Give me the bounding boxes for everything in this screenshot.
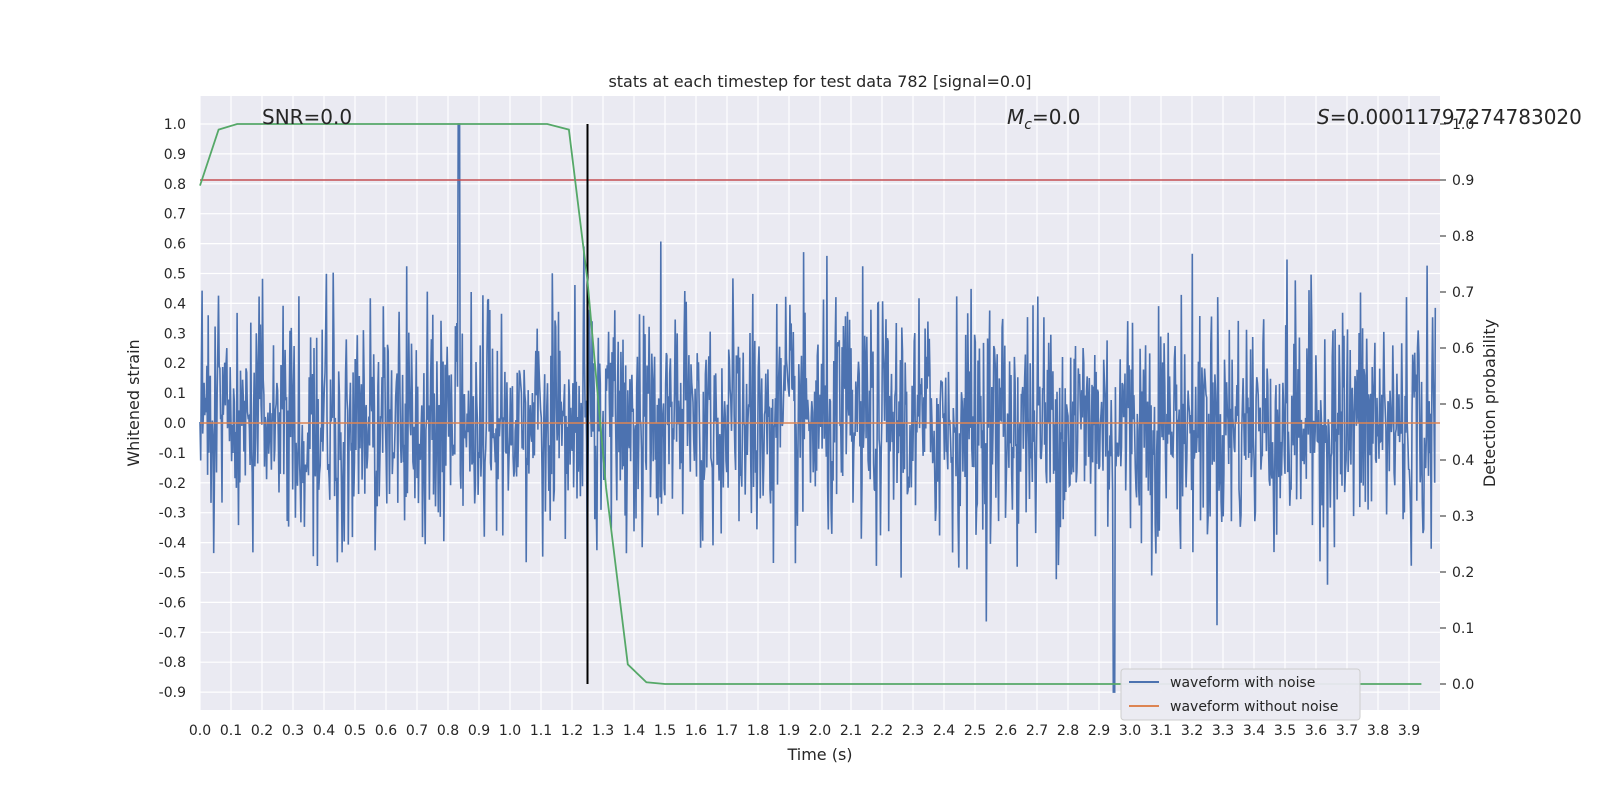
legend-box xyxy=(1120,668,1361,721)
y-right-tick-label: 0.5 xyxy=(1452,397,1474,413)
y-right-tick-label: 0.4 xyxy=(1452,453,1474,469)
plot-area xyxy=(199,123,1440,693)
y-tick-label: -0.9 xyxy=(159,685,186,701)
y-tick-label: -0.1 xyxy=(159,446,186,462)
y-tick-label: 0.2 xyxy=(164,356,186,372)
y-right-tick-labels: 1.0 0.9 0.8 0.7 0.6 0.5 0.4 0.3 0.2 0.1 0.0 xyxy=(1440,117,1474,693)
x-tick-label: 0.0 xyxy=(189,723,211,739)
x-tick-label: 0.7 xyxy=(406,723,428,739)
s-annotation: S=0.00011797274783020 xyxy=(1317,105,1582,129)
x-tick-label: 1.4 xyxy=(623,723,645,739)
x-tick-label: 0.6 xyxy=(375,723,397,739)
legend-label-noise: waveform with noise xyxy=(1170,675,1315,691)
y-right-tick-label: 0.0 xyxy=(1452,677,1474,693)
y-tick-label: 0.8 xyxy=(164,177,186,193)
x-tick-label: 3.0 xyxy=(1119,723,1141,739)
x-tick-label: 1.8 xyxy=(747,723,769,739)
chirp-mass-annotation: Mc=0.0 xyxy=(1007,105,1081,133)
x-tick-label: 3.7 xyxy=(1336,723,1358,739)
x-tick-label: 0.2 xyxy=(251,723,273,739)
y-right-tick-label: 0.2 xyxy=(1452,565,1474,581)
x-tick-label: 2.0 xyxy=(809,723,831,739)
x-tick-label: 0.9 xyxy=(468,723,490,739)
y-right-tick-label: 0.9 xyxy=(1452,173,1474,189)
x-tick-label: 0.4 xyxy=(313,723,335,739)
x-tick-label: 1.6 xyxy=(685,723,707,739)
x-tick-label: 3.8 xyxy=(1367,723,1389,739)
x-tick-label: 1.1 xyxy=(530,723,552,739)
x-tick-label: 2.9 xyxy=(1088,723,1110,739)
x-tick-label: 3.2 xyxy=(1181,723,1203,739)
y-right-tick-label: 0.6 xyxy=(1452,341,1474,357)
y-tick-label: 1.0 xyxy=(164,117,186,133)
x-tick-label: 3.3 xyxy=(1212,723,1234,739)
y-tick-label: 0.5 xyxy=(164,267,186,283)
y-tick-label: 0.7 xyxy=(164,207,186,223)
x-axis-label: Time (s) xyxy=(786,745,852,764)
y-right-tick-label: 1.0 xyxy=(1452,117,1474,133)
y-tick-label: 0.3 xyxy=(164,326,186,342)
y-tick-label: -0.4 xyxy=(159,536,186,552)
x-tick-label: 1.0 xyxy=(499,723,521,739)
mc-value: =0.0 xyxy=(1032,105,1081,129)
x-tick-labels: 0.0 0.1 0.2 0.3 0.4 0.5 0.6 0.7 0.8 0.9 1.0 1.1 1.2 1… xyxy=(189,723,1420,739)
series-waveform-with-noise xyxy=(199,123,1437,693)
x-tick-label: 3.6 xyxy=(1305,723,1327,739)
y-tick-label: 0.9 xyxy=(164,147,186,163)
mc-subscript: c xyxy=(1024,117,1032,133)
y-right-tick-label: 0.1 xyxy=(1452,621,1474,637)
x-tick-label: 0.8 xyxy=(437,723,459,739)
y-tick-label: 0.6 xyxy=(164,237,186,253)
x-tick-label: 1.5 xyxy=(654,723,676,739)
x-tick-label: 3.9 xyxy=(1398,723,1420,739)
x-tick-label: 2.5 xyxy=(964,723,986,739)
x-tick-label: 2.4 xyxy=(933,723,955,739)
chart-title: stats at each timestep for test data 782… xyxy=(608,72,1031,91)
y-tick-label: -0.5 xyxy=(159,566,186,582)
y-tick-label: -0.7 xyxy=(159,625,186,641)
y-axis-label: Whitened strain xyxy=(124,339,143,466)
mc-symbol: M xyxy=(1007,105,1024,129)
x-tick-label: 3.4 xyxy=(1243,723,1265,739)
legend: waveform with noise waveform without noi… xyxy=(1120,668,1361,721)
x-tick-label: 0.1 xyxy=(220,723,242,739)
x-tick-label: 2.6 xyxy=(995,723,1017,739)
x-tick-label: 2.7 xyxy=(1026,723,1048,739)
y-right-tick-label: 0.8 xyxy=(1452,229,1474,245)
y-right-tick-label: 0.3 xyxy=(1452,509,1474,525)
x-tick-label: 1.9 xyxy=(778,723,800,739)
y-tick-label: -0.6 xyxy=(159,595,186,611)
y-right-tick-label: 0.7 xyxy=(1452,285,1474,301)
x-tick-label: 1.7 xyxy=(716,723,738,739)
x-tick-label: 1.2 xyxy=(561,723,583,739)
x-tick-label: 3.5 xyxy=(1274,723,1296,739)
x-tick-label: 2.1 xyxy=(840,723,862,739)
s-symbol: S xyxy=(1317,105,1330,129)
y-tick-label: -0.3 xyxy=(159,506,186,522)
x-tick-label: 2.2 xyxy=(871,723,893,739)
x-tick-label: 0.5 xyxy=(344,723,366,739)
y-tick-label: 0.4 xyxy=(164,296,186,312)
x-tick-label: 2.3 xyxy=(902,723,924,739)
y-tick-labels: 1.0 0.9 0.8 0.7 0.6 0.5 0.4 0.3 0.2 0.1 0.0 -0.1 -0.… xyxy=(159,117,186,701)
grid xyxy=(199,96,1440,710)
y-tick-label: -0.2 xyxy=(159,476,186,492)
x-tick-label: 3.1 xyxy=(1150,723,1172,739)
x-tick-label: 2.8 xyxy=(1057,723,1079,739)
snr-annotation: SNR=0.0 xyxy=(262,105,352,129)
x-tick-label: 1.3 xyxy=(592,723,614,739)
y-tick-label: 0.0 xyxy=(164,416,186,432)
y-tick-label: -0.8 xyxy=(159,655,186,671)
y-tick-label: 0.1 xyxy=(164,386,186,402)
y-right-axis-label: Detection probability xyxy=(1480,319,1499,487)
x-tick-label: 0.3 xyxy=(282,723,304,739)
s-value: =0.00011797274783020 xyxy=(1330,105,1582,129)
legend-label-clean: waveform without noise xyxy=(1170,699,1338,715)
